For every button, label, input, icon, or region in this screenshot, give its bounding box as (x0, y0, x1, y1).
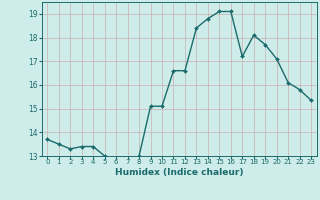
X-axis label: Humidex (Indice chaleur): Humidex (Indice chaleur) (115, 168, 244, 177)
